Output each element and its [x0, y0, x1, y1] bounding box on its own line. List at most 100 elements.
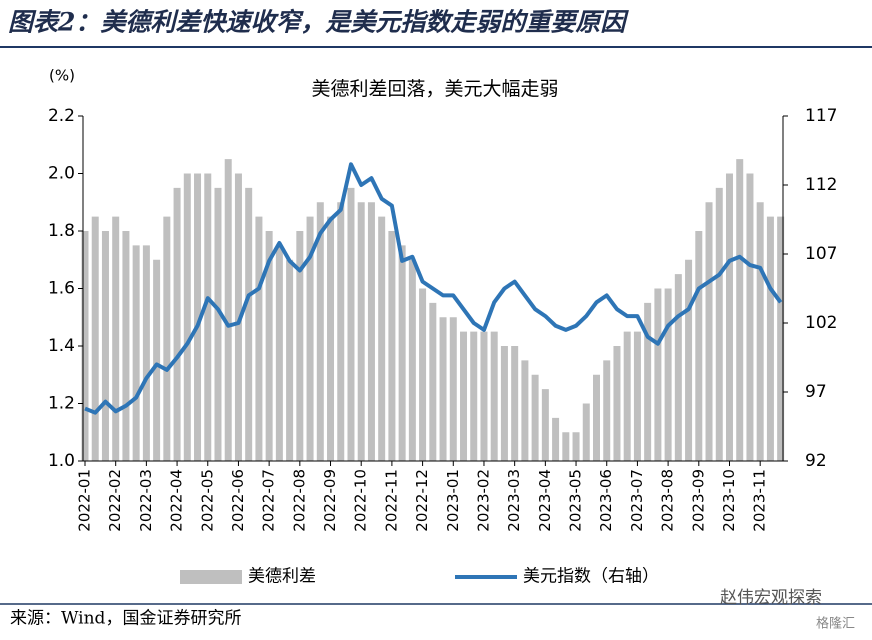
bar — [531, 374, 539, 461]
bar — [460, 331, 468, 461]
x-tick-label: 2023-04 — [536, 469, 554, 532]
bar — [153, 259, 161, 461]
y2-tick-label: 117 — [805, 106, 837, 126]
bar — [603, 360, 611, 461]
bar — [572, 432, 580, 461]
bar — [296, 231, 304, 461]
bar — [674, 274, 682, 461]
bar — [746, 173, 754, 461]
bar — [685, 259, 693, 461]
bar — [101, 231, 109, 461]
bar — [490, 331, 498, 461]
bar — [204, 173, 212, 461]
watermark: 赵伟宏观探索 — [720, 588, 822, 608]
x-tick-label: 2022-10 — [352, 469, 370, 532]
y-tick-label: 2.0 — [48, 164, 75, 184]
y2-tick-label: 92 — [805, 451, 827, 471]
x-tick-label: 2023-06 — [597, 469, 615, 532]
bar — [398, 245, 406, 461]
bar — [255, 216, 263, 461]
y2-tick-label: 112 — [805, 175, 837, 195]
bar — [357, 202, 365, 461]
bar — [613, 346, 621, 461]
bar — [245, 187, 253, 461]
x-tick-label: 2023-02 — [474, 469, 492, 532]
bar — [132, 245, 140, 461]
watermark-2: 格隆汇 — [816, 616, 855, 632]
x-tick-label: 2022-03 — [137, 469, 155, 532]
bar — [306, 216, 314, 461]
bar — [562, 432, 570, 461]
x-tick-label: 2022-07 — [260, 469, 278, 532]
bar — [725, 173, 733, 461]
bar — [480, 331, 488, 461]
bar — [419, 288, 427, 461]
y-tick-label: 2.2 — [48, 106, 75, 126]
chart-title: 美德利差回落，美元大幅走弱 — [311, 78, 558, 100]
legend-label: 美元指数（右轴） — [523, 567, 659, 587]
bar — [593, 374, 600, 461]
bar — [705, 202, 713, 461]
bar — [214, 187, 222, 461]
bar — [265, 231, 273, 461]
bar — [91, 216, 99, 461]
bar — [449, 317, 457, 461]
x-tick-label: 2023-10 — [720, 469, 738, 532]
bar — [470, 331, 478, 461]
y-tick-label: 1.2 — [48, 394, 75, 414]
bar — [81, 231, 89, 461]
bar — [378, 216, 386, 461]
bar — [623, 331, 631, 461]
y2-tick-label: 97 — [805, 382, 827, 402]
bar — [194, 173, 202, 461]
bar — [224, 159, 232, 461]
x-tick-label: 2022-08 — [290, 469, 308, 532]
line — [84, 162, 783, 415]
bar — [429, 302, 437, 461]
x-tick-label: 2023-01 — [444, 469, 462, 532]
bar — [112, 216, 120, 461]
bar — [664, 288, 672, 461]
bar — [173, 187, 181, 461]
bar — [715, 187, 723, 461]
y2-tick-label: 102 — [805, 313, 837, 333]
y2-tick-label: 107 — [805, 244, 837, 264]
bar — [347, 187, 355, 461]
y-tick-label: 1.6 — [48, 279, 75, 299]
bar — [695, 231, 703, 461]
legend-label: 美德利差 — [248, 567, 316, 587]
x-tick-label: 2022-06 — [229, 469, 247, 532]
bar — [286, 259, 294, 461]
bar — [388, 231, 396, 461]
x-tick-label: 2022-11 — [382, 469, 400, 532]
bar — [766, 216, 774, 461]
x-tick-label: 2023-03 — [505, 469, 523, 532]
x-tick-label: 2023-07 — [628, 469, 646, 532]
bar — [644, 302, 652, 461]
x-tick-label: 2023-08 — [659, 469, 677, 532]
bar — [367, 202, 375, 461]
bar — [654, 288, 662, 461]
bar — [316, 202, 324, 461]
bar — [408, 259, 416, 461]
x-tick-label: 2023-11 — [751, 469, 769, 532]
y-tick-label: 1.8 — [48, 221, 75, 241]
bar — [142, 245, 150, 461]
page-title: 图表2：美德利差快速收窄，是美元指数走弱的重要原因 — [8, 8, 629, 37]
bar — [439, 317, 447, 461]
bar — [500, 346, 508, 461]
y-tick-label: 1.4 — [48, 336, 75, 356]
x-tick-label: 2022-09 — [321, 469, 339, 532]
bar — [552, 417, 560, 461]
bar — [521, 360, 529, 461]
bar — [337, 202, 345, 461]
bar — [183, 173, 191, 461]
bar — [163, 216, 171, 461]
bar — [122, 231, 130, 461]
bar — [633, 331, 641, 461]
bar — [327, 216, 335, 461]
bar — [275, 245, 283, 461]
legend-swatch — [180, 570, 242, 584]
x-tick-label: 2022-12 — [413, 469, 431, 532]
